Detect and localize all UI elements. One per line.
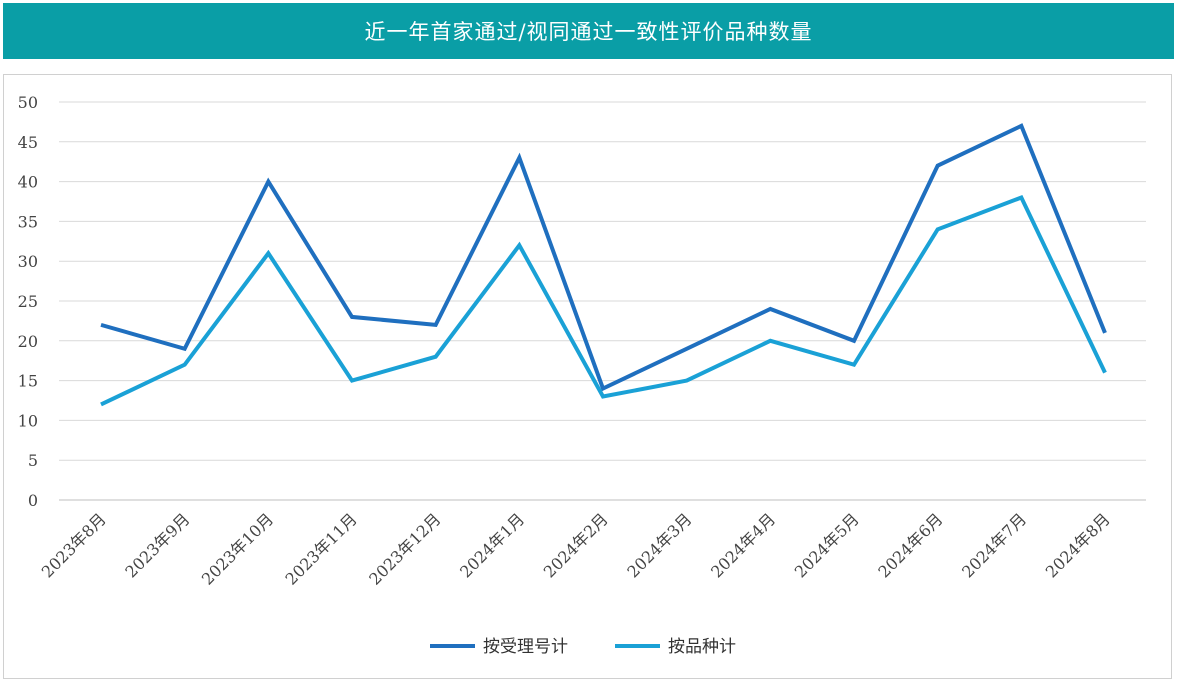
chart-frame xyxy=(3,74,1172,679)
x-tick-label: 2024年7月 xyxy=(958,509,1030,581)
y-tick-label: 10 xyxy=(18,411,38,430)
x-tick-label: 2024年1月 xyxy=(456,509,528,581)
y-tick-label: 20 xyxy=(18,332,38,351)
x-tick-label: 2023年9月 xyxy=(121,509,193,581)
x-tick-label: 2024年4月 xyxy=(707,509,779,581)
y-tick-label: 30 xyxy=(18,252,38,271)
y-tick-label: 15 xyxy=(18,372,38,391)
y-tick-label: 35 xyxy=(18,212,38,231)
y-tick-label: 5 xyxy=(28,451,38,470)
y-tick-label: 40 xyxy=(18,173,38,192)
x-tick-label: 2024年3月 xyxy=(623,509,695,581)
x-tick-label: 2023年11月 xyxy=(282,509,361,588)
x-tick-label: 2024年6月 xyxy=(874,509,946,581)
x-tick-label: 2023年8月 xyxy=(38,509,110,581)
y-tick-label: 50 xyxy=(18,93,38,112)
x-tick-label: 2023年10月 xyxy=(198,509,277,588)
chart-title: 近一年首家通过/视同通过一致性评价品种数量 xyxy=(3,3,1174,59)
y-tick-label: 45 xyxy=(18,133,38,152)
y-tick-label: 0 xyxy=(28,491,38,510)
y-tick-label: 25 xyxy=(18,292,38,311)
legend-label-0: 按受理号计 xyxy=(483,637,568,657)
x-tick-label: 2024年8月 xyxy=(1042,509,1114,581)
x-tick-label: 2024年5月 xyxy=(791,509,863,581)
series-line-0 xyxy=(100,123,1107,392)
x-tick-label: 2023年12月 xyxy=(365,509,444,588)
legend-label-1: 按品种计 xyxy=(668,637,736,657)
x-tick-label: 2024年2月 xyxy=(540,509,612,581)
